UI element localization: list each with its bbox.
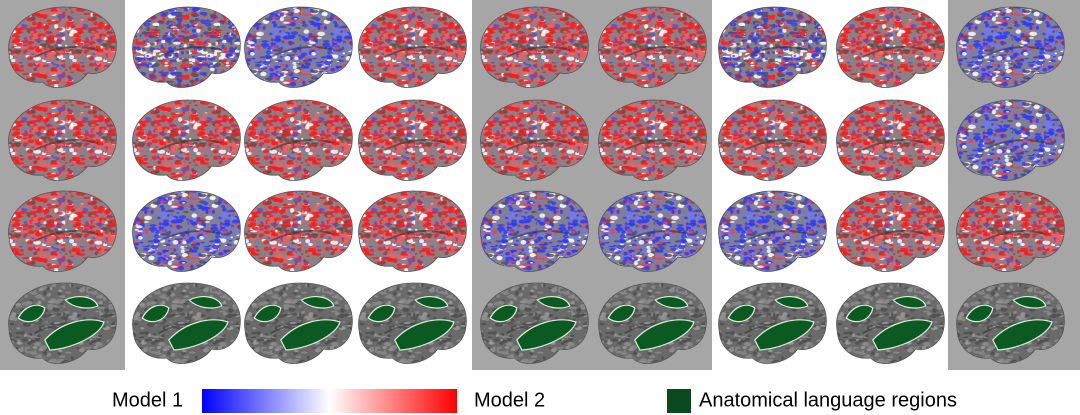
brain-surface — [132, 6, 241, 88]
brain-surface — [956, 190, 1065, 272]
brain-surface — [956, 99, 1065, 181]
brain-surface — [718, 190, 827, 272]
brain-surface — [718, 99, 827, 181]
brain-surface — [244, 190, 353, 272]
brain-surface — [132, 190, 241, 272]
brain-surface — [598, 6, 707, 88]
legend-region-label: Anatomical language regions — [699, 389, 957, 411]
brain-surface — [956, 6, 1065, 88]
brain-surface — [480, 190, 589, 272]
brain-surface — [480, 99, 589, 181]
brain-surface — [8, 99, 117, 181]
brain-surface — [8, 6, 117, 88]
legend: Model 1 Model 2 Anatomical language regi… — [112, 389, 957, 413]
brain-surface — [132, 282, 241, 364]
brain-surface — [836, 190, 945, 272]
brain-grid — [8, 6, 1065, 364]
brain-surface — [244, 99, 353, 181]
brain-surface — [718, 6, 827, 88]
brain-surface — [358, 190, 467, 272]
brain-surface — [358, 99, 467, 181]
brain-surface — [358, 282, 467, 364]
legend-left-label: Model 1 — [112, 389, 183, 411]
brain-surface — [836, 6, 945, 88]
color-scale — [202, 389, 457, 413]
brain-surface — [244, 282, 353, 364]
brain-surface — [718, 282, 827, 364]
legend-right-label: Model 2 — [474, 389, 545, 411]
brain-surface — [132, 99, 241, 181]
brain-surface — [598, 99, 707, 181]
brain-surface — [836, 99, 945, 181]
brain-surface — [244, 6, 353, 88]
brain-surface — [598, 282, 707, 364]
brain-surface — [8, 282, 117, 364]
brain-surface — [836, 282, 945, 364]
brain-surface — [956, 282, 1065, 364]
brain-surface — [480, 6, 589, 88]
brain-surface — [480, 282, 589, 364]
region-swatch — [667, 389, 691, 413]
brain-surface — [358, 6, 467, 88]
brain-surface — [598, 190, 707, 272]
brain-surface — [8, 190, 117, 272]
